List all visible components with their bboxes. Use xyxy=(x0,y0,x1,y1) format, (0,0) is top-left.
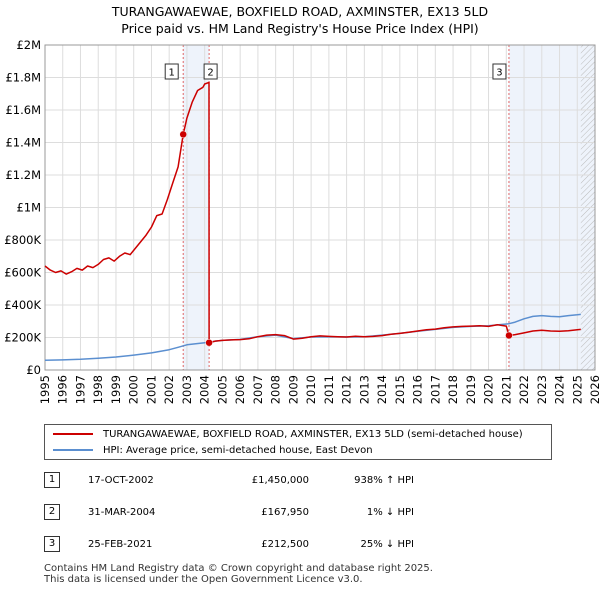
transaction-hpi: 938% ↑ HPI xyxy=(354,475,414,486)
y-tick-label: £1M xyxy=(16,201,41,215)
transaction-price: £212,500 xyxy=(261,539,309,550)
x-tick-label: 2020 xyxy=(482,375,496,404)
x-tick-label: 1995 xyxy=(38,375,52,404)
sale-point xyxy=(505,331,513,340)
y-tick-label: £800K xyxy=(4,233,41,247)
y-tick-label: £1.2M xyxy=(5,168,41,182)
y-tick-label: £1.8M xyxy=(5,71,41,85)
x-tick-label: 2016 xyxy=(411,375,425,404)
chart-title: TURANGAWAEWAE, BOXFIELD ROAD, AXMINSTER,… xyxy=(111,4,489,19)
legend-label-property: TURANGAWAEWAE, BOXFIELD ROAD, AXMINSTER,… xyxy=(103,429,523,440)
x-tick-label: 2002 xyxy=(162,375,176,404)
x-tick-label: 1996 xyxy=(56,375,70,404)
y-tick-label: £2M xyxy=(16,38,41,52)
y-tick-label: £600K xyxy=(4,266,41,280)
transaction-row: 3 25-FEB-2021 £212,500 25% ↓ HPI xyxy=(44,535,564,555)
sale-point xyxy=(205,338,213,347)
legend-swatch-property xyxy=(53,433,93,435)
sale-label-box xyxy=(164,63,179,80)
legend-label-hpi: HPI: Average price, semi-detached house,… xyxy=(103,445,373,456)
legend: TURANGAWAEWAE, BOXFIELD ROAD, AXMINSTER,… xyxy=(44,424,552,460)
x-tick-label: 2007 xyxy=(251,375,265,404)
transaction-price: £1,450,000 xyxy=(251,475,309,486)
transaction-number: 3 xyxy=(44,536,60,552)
y-tick-label: £400K xyxy=(4,298,41,312)
x-tick-label: 2006 xyxy=(233,375,247,404)
x-tick-label: 2021 xyxy=(499,375,513,404)
property-series-line xyxy=(44,81,581,344)
x-tick-label: 2003 xyxy=(180,375,194,404)
plot-frame xyxy=(44,44,596,371)
transaction-row: 2 31-MAR-2004 £167,950 1% ↓ HPI xyxy=(44,503,564,523)
transaction-date: 17-OCT-2002 xyxy=(88,475,154,486)
transaction-number: 1 xyxy=(44,472,60,488)
x-tick-label: 2013 xyxy=(357,375,371,404)
x-tick-label: 2023 xyxy=(535,375,549,404)
y-tick-label: £200K xyxy=(4,331,41,345)
footer-licence: This data is licensed under the Open Gov… xyxy=(44,574,363,585)
chart-subtitle: Price paid vs. HM Land Registry's House … xyxy=(121,21,479,36)
x-tick-label: 2010 xyxy=(304,375,318,404)
x-tick-label: 2015 xyxy=(393,375,407,404)
y-tick-label: £1.6M xyxy=(5,103,41,117)
transaction-price: £167,950 xyxy=(261,507,309,518)
transaction-number: 2 xyxy=(44,504,60,520)
x-tick-label: 2025 xyxy=(570,375,584,404)
x-tick-label: 2014 xyxy=(375,375,389,404)
legend-item-hpi: HPI: Average price, semi-detached house,… xyxy=(53,443,373,459)
sale-label: 1 xyxy=(169,68,175,79)
price-chart: £0 £200K £400K £600K £800K £1M £1.2M £1.4M £1.6M… xyxy=(4,38,600,404)
x-tick-label: 2000 xyxy=(127,375,141,404)
transaction-hpi: 1% ↓ HPI xyxy=(366,507,414,518)
sale-label-box xyxy=(203,63,218,80)
x-tick-label: 2009 xyxy=(286,375,300,404)
sale-label-box xyxy=(492,63,507,80)
x-tick-label: 1998 xyxy=(91,375,105,404)
transaction-date: 25-FEB-2021 xyxy=(88,539,153,550)
y-tick-label: £1.4M xyxy=(5,136,41,150)
legend-item-property: TURANGAWAEWAE, BOXFIELD ROAD, AXMINSTER,… xyxy=(53,427,523,443)
sale-point xyxy=(179,130,187,139)
x-tick-label: 2018 xyxy=(446,375,460,404)
sale-label: 3 xyxy=(496,68,502,79)
x-tick-label: 2022 xyxy=(517,375,531,404)
x-tick-label: 2019 xyxy=(464,375,478,404)
x-tick-label: 1997 xyxy=(73,375,87,404)
x-tick-label: 2012 xyxy=(340,375,354,404)
x-tick-label: 2008 xyxy=(269,375,283,404)
x-tick-label: 2024 xyxy=(553,375,567,404)
x-tick-label: 2004 xyxy=(198,375,212,404)
sale-label: 2 xyxy=(207,68,213,79)
x-tick-label: 1999 xyxy=(109,375,123,404)
y-tick-label: £0 xyxy=(26,363,41,377)
x-tick-label: 2011 xyxy=(322,375,336,404)
transaction-row: 1 17-OCT-2002 £1,450,000 938% ↑ HPI xyxy=(44,471,564,491)
x-tick-label: 2026 xyxy=(588,375,600,404)
transaction-date: 31-MAR-2004 xyxy=(88,507,156,518)
transaction-hpi: 25% ↓ HPI xyxy=(360,539,414,550)
x-tick-label: 2005 xyxy=(215,375,229,404)
footer-copyright: Contains HM Land Registry data © Crown c… xyxy=(44,563,433,574)
x-tick-label: 2001 xyxy=(144,375,158,404)
legend-swatch-hpi xyxy=(53,449,93,451)
x-tick-label: 2017 xyxy=(428,375,442,404)
